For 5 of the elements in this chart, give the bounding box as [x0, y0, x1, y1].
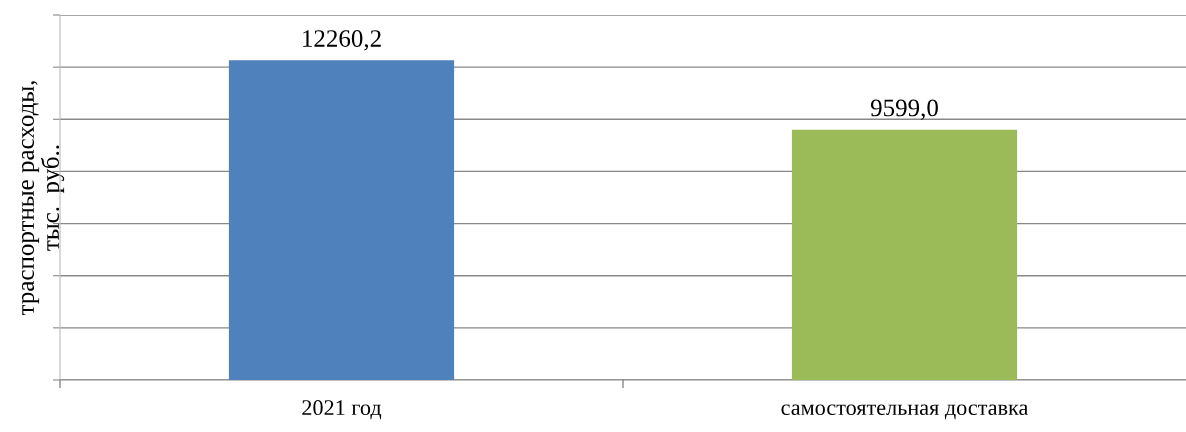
- data-label: 9599,0: [870, 99, 938, 120]
- y-axis-title: траспортные расходы, тыс. руб..: [21, 81, 65, 316]
- data-label: 12260,2: [303, 30, 381, 51]
- x-tick-label: самостоятельная доставка: [781, 404, 1029, 420]
- x-tick-label: 2021 год: [302, 400, 382, 420]
